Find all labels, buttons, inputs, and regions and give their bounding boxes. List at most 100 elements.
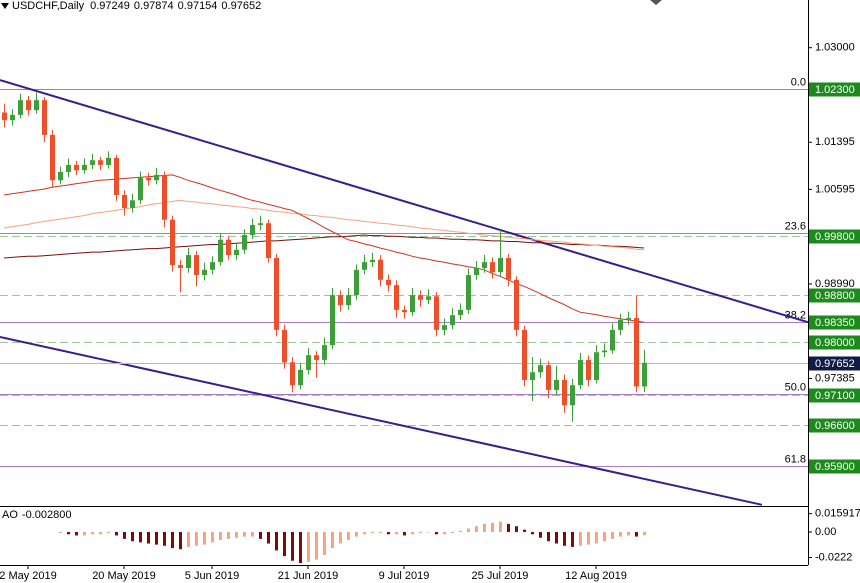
candle-body <box>194 255 199 276</box>
oscillator-bar <box>307 531 310 562</box>
price-tag <box>809 388 860 403</box>
candle-body <box>530 372 535 380</box>
candle-body <box>186 255 191 269</box>
oscillator-bar <box>475 526 478 532</box>
candle-body <box>290 362 295 386</box>
candle-body <box>546 365 551 390</box>
fib-label: 0.0 <box>791 76 806 88</box>
candle-body <box>82 164 87 171</box>
oscillator-bar <box>187 531 190 547</box>
current-price-tag <box>809 356 860 371</box>
candle-body <box>362 262 367 270</box>
high-price: 0.97874 <box>134 0 174 12</box>
oscillator-bar <box>283 531 286 557</box>
oscillator-bar <box>355 531 358 537</box>
x-tick-label: 21 Jun 2019 <box>278 570 339 582</box>
oscillator-bar <box>363 531 366 535</box>
candle-body <box>306 355 311 370</box>
candle-body <box>58 172 63 181</box>
x-tick-label: 12 Aug 2019 <box>565 570 627 582</box>
candle-body <box>642 362 647 387</box>
mark-layer <box>2 92 647 564</box>
oscillator-tick-label: -0.0222 <box>815 551 852 563</box>
moving-average <box>3 234 645 259</box>
oscillator-bar <box>459 530 462 532</box>
shift-marker <box>650 0 662 5</box>
oscillator-bar <box>491 522 494 532</box>
candle-body <box>626 318 631 320</box>
price-tag <box>809 288 860 303</box>
fib-label: 23.6 <box>785 220 806 232</box>
oscillator-bar <box>219 531 222 541</box>
candle-body <box>298 369 303 386</box>
fib-label: 38.2 <box>785 309 806 321</box>
open-price: 0.97249 <box>90 0 130 12</box>
candle-body <box>378 259 383 280</box>
x-tick-label: 2 May 2019 <box>0 570 57 582</box>
candle-body <box>98 160 103 165</box>
candle-body <box>266 223 271 259</box>
oscillator-bar <box>291 531 294 561</box>
candle-body <box>90 160 95 165</box>
oscillator-bar <box>547 531 550 542</box>
oscillator-bar <box>403 531 406 536</box>
fib-label: 61.8 <box>785 453 806 465</box>
x-tick-label: 25 Jul 2019 <box>472 570 529 582</box>
oscillator-bar <box>339 531 342 544</box>
oscillator-bar <box>59 531 62 534</box>
oscillator-bar <box>387 531 390 535</box>
candle-body <box>42 100 47 135</box>
candle-body <box>122 194 127 208</box>
oscillator-bar <box>211 531 214 543</box>
oscillator-bar <box>179 531 182 550</box>
candle-body <box>418 295 423 300</box>
oscillator-bar <box>299 531 302 564</box>
candle-body <box>466 275 471 310</box>
candle-body <box>394 285 399 310</box>
candle-body <box>162 174 167 220</box>
oscillator-bar <box>91 531 94 535</box>
y-tick-label: 0.97385 <box>815 372 855 384</box>
y-tick-label: 1.01395 <box>815 136 855 148</box>
oscillator-tick-label: 0.015917 <box>815 508 860 520</box>
oscillator-bar <box>131 531 134 542</box>
oscillator-bar <box>619 531 622 537</box>
oscillator-bar <box>195 531 198 546</box>
fib-label: 50.0 <box>785 381 806 393</box>
close-price: 0.97652 <box>221 0 261 12</box>
oscillator-bar <box>467 528 470 532</box>
candle-body <box>634 318 639 387</box>
trend-line <box>0 79 809 324</box>
oscillator-bar <box>499 521 502 532</box>
candle-body <box>402 309 407 313</box>
oscillator-bar <box>347 531 350 541</box>
candle-body <box>482 262 487 269</box>
candle-body <box>18 100 23 115</box>
oscillator-bar <box>555 531 558 544</box>
candle-body <box>370 259 375 263</box>
candle-body <box>138 177 143 201</box>
moving-average <box>3 199 645 251</box>
candle-body <box>338 295 343 306</box>
oscillator-bar <box>595 531 598 544</box>
oscillator-bar <box>107 531 110 534</box>
moving-average <box>3 174 645 323</box>
candle-body <box>2 112 7 121</box>
oscillator-bar <box>267 531 270 544</box>
oscillator-bar <box>147 531 150 544</box>
oscillator-bar <box>443 531 446 535</box>
candle-body <box>202 269 207 276</box>
price-tag-label: 0.99800 <box>815 231 855 243</box>
candle-body <box>554 379 559 390</box>
oscillator-bar <box>523 529 526 532</box>
candle-body <box>234 249 239 256</box>
candle-body <box>618 319 623 330</box>
oscillator-bar <box>171 531 174 549</box>
candle-body <box>586 359 591 380</box>
candle-body <box>538 365 543 373</box>
price-tag-label: 0.98000 <box>815 337 855 349</box>
candle-body <box>386 279 391 286</box>
oscillator-tick-label: 0.00 <box>815 526 836 538</box>
candle-body <box>274 258 279 330</box>
